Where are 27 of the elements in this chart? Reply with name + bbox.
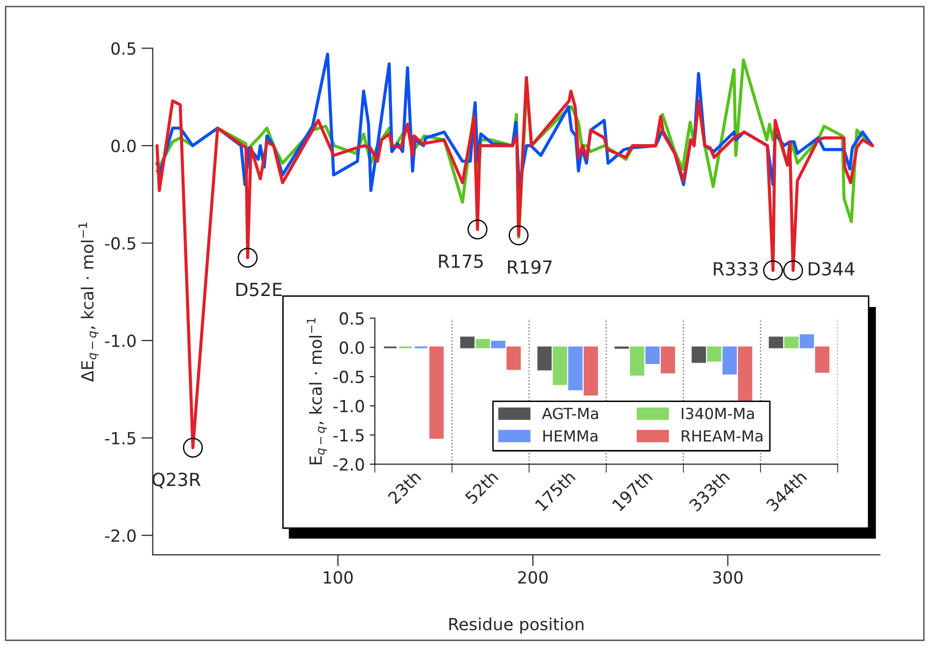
y-tick-label: 0.5 (340, 312, 364, 325)
x-tick-label: 300 (713, 571, 743, 584)
x-tick-label: 200 (518, 571, 548, 584)
legend-label: HEMMa (543, 430, 598, 442)
y-tick-label: -2.0 (333, 458, 364, 471)
x-axis-title: Residue position (449, 618, 584, 634)
y-tick-label: -1.0 (333, 400, 364, 412)
y-tick-label: 0.0 (111, 140, 136, 152)
y-tick-label: 0.0 (340, 341, 364, 354)
y-tick-label: 0.5 (111, 42, 136, 55)
legend-label: RHEAM-Ma (682, 430, 762, 442)
y-axis-title: ΔE$_{q−q}$, kcal · mol$^{−1}$ (78, 222, 99, 382)
legend-label: AGT-Ma (542, 408, 598, 420)
y-tick-label: -1.0 (105, 334, 136, 348)
annotation: R333 (714, 262, 758, 276)
annotation: D344 (808, 262, 854, 276)
annotation: R197 (508, 260, 552, 274)
annotation: R175 (439, 254, 483, 268)
legend-label: I340M-Ma (682, 408, 754, 420)
y-tick-label: -1.5 (333, 429, 364, 442)
y-axis-title: E$_{q−q}$, kcal · mol$^{−1}$ (306, 318, 327, 464)
annotation: D52E (236, 282, 282, 296)
x-tick-label: 100 (324, 571, 353, 584)
y-tick-label: -0.5 (105, 237, 136, 250)
y-tick-label: -2.0 (105, 529, 136, 542)
y-tick-label: -1.5 (105, 432, 136, 445)
y-tick-label: -0.5 (333, 370, 364, 384)
